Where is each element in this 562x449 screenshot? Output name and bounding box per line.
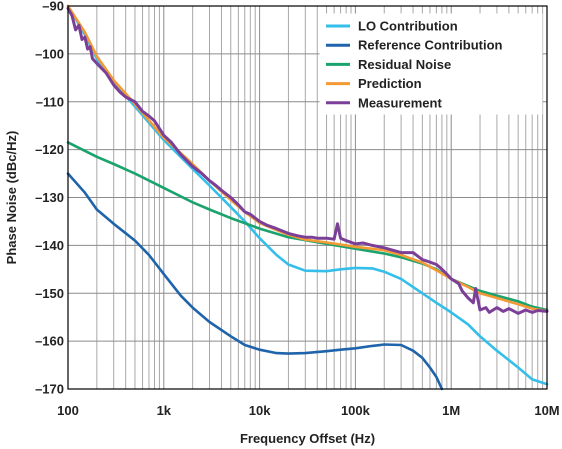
series-line-lo-contribution: [66, 4, 549, 386]
series-line-reference-contribution: [66, 172, 444, 391]
y-tick-label: –140: [35, 238, 64, 253]
y-tick-label: –150: [35, 286, 64, 301]
y-tick-label: –100: [35, 46, 64, 61]
x-tick-label: 100: [57, 403, 79, 418]
y-tick-label: –160: [35, 334, 64, 349]
series-layer: [66, 4, 549, 391]
x-tick-label: 10M: [534, 403, 559, 418]
y-axis-title: Phase Noise (dBc/Hz): [4, 131, 19, 265]
y-tick-label: –130: [35, 190, 64, 205]
plot-frame: [67, 5, 548, 390]
legend-label: Prediction: [358, 76, 422, 91]
legend: LO Contribution Reference Contribution Res…: [319, 13, 543, 115]
legend-label: LO Contribution: [358, 19, 458, 34]
y-tick-label: –120: [35, 142, 64, 157]
series-line-measurement: [66, 6, 549, 315]
tick-labels: 100 1k 10k 100k 1M 10M –90 –100 –110 –120 –130 –140…: [35, 0, 560, 418]
legend-label: Measurement: [358, 95, 442, 110]
legend-label: Reference Contribution: [358, 38, 503, 53]
series-line-residual-noise: [66, 141, 549, 312]
x-tick-label: 100k: [341, 403, 371, 418]
legend-box: [319, 13, 543, 115]
x-tick-label: 1k: [157, 403, 172, 418]
y-tick-label: –170: [35, 382, 64, 397]
x-tick-label: 1M: [442, 403, 460, 418]
legend-label: Residual Noise: [358, 57, 451, 72]
x-axis-title: Frequency Offset (Hz): [240, 431, 375, 446]
y-tick-label: –110: [36, 94, 64, 109]
y-tick-label: –90: [42, 0, 64, 14]
x-tick-label: 10k: [249, 403, 271, 418]
